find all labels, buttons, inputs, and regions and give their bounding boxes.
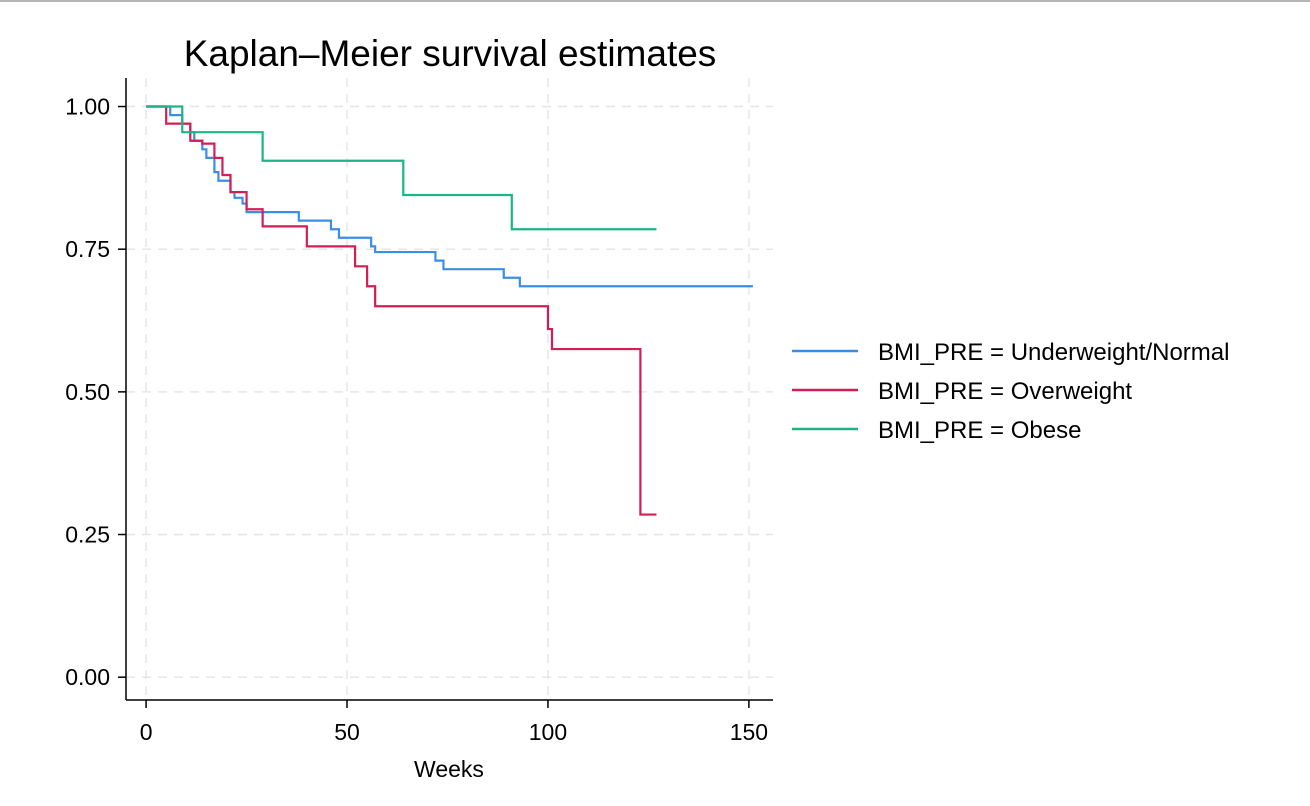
y-tick-label: 0.25 <box>65 522 110 548</box>
legend-label-underweight-normal: BMI_PRE = Underweight/Normal <box>878 339 1229 366</box>
series-line-obese <box>146 105 657 231</box>
x-tick-label: 50 <box>334 719 360 745</box>
y-tick-label: 0.00 <box>65 664 110 690</box>
y-tick-label: 0.75 <box>65 236 110 262</box>
legend: BMI_PRE = Underweight/Normal BMI_PRE = O… <box>792 339 1229 444</box>
series-layer <box>146 105 753 516</box>
series-line-overweight <box>146 105 657 516</box>
x-tick-label: 100 <box>529 719 567 745</box>
y-tick-label: 0.50 <box>65 379 110 405</box>
series-line-underweight-normal <box>146 105 753 288</box>
top-border <box>0 0 1310 2</box>
x-tick-label: 150 <box>730 719 768 745</box>
x-axis-label: Weeks <box>414 756 484 782</box>
legend-label-overweight: BMI_PRE = Overweight <box>878 378 1132 405</box>
grid-layer <box>126 78 773 700</box>
axes-layer <box>125 78 773 701</box>
legend-label-obese: BMI_PRE = Obese <box>878 417 1081 444</box>
x-tick-label: 0 <box>140 719 153 745</box>
ticks-layer: 0.00 0.25 0.50 0.75 1.00 0 50 100 150 <box>65 94 768 745</box>
y-tick-label: 1.00 <box>65 94 110 120</box>
chart-title: Kaplan–Meier survival estimates <box>184 33 717 74</box>
